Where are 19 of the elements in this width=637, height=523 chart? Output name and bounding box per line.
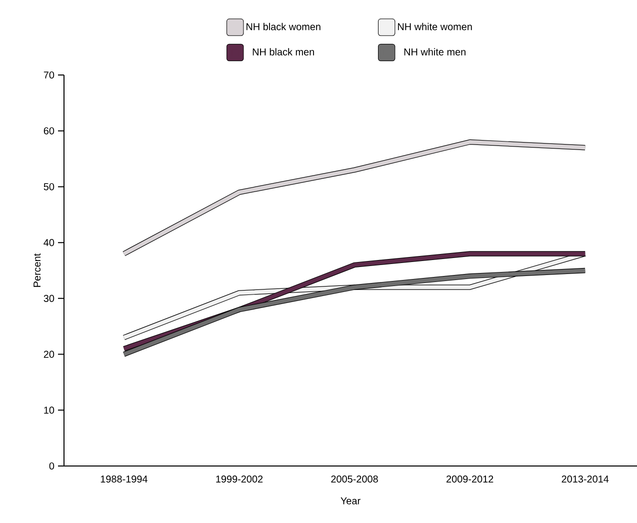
y-tick-label: 10	[44, 406, 54, 414]
y-axis-title: Percent	[34, 253, 41, 287]
x-axis-title: Year	[340, 497, 360, 504]
x-tick-label: 2009-2012	[446, 476, 494, 483]
legend-label: NH black women	[246, 22, 320, 30]
legend-label: NH white men	[404, 48, 466, 56]
x-tick-label: 2005-2008	[331, 476, 378, 483]
y-tick-label: 40	[44, 239, 54, 246]
x-tick-label: 1988-1994	[100, 476, 148, 483]
y-tick-label: 0	[49, 462, 54, 470]
y-tick-label: 20	[44, 350, 54, 358]
y-tick-label: 60	[44, 127, 54, 134]
y-tick-label: 30	[44, 294, 54, 302]
y-tick-label: 50	[44, 183, 54, 190]
x-tick-label: 1999-2002	[216, 476, 263, 483]
x-tick-label: 2013-2014	[562, 476, 609, 483]
legend-label: NH white women	[398, 22, 472, 30]
y-tick-label: 70	[44, 71, 54, 79]
legend-label: NH black men	[252, 48, 314, 56]
